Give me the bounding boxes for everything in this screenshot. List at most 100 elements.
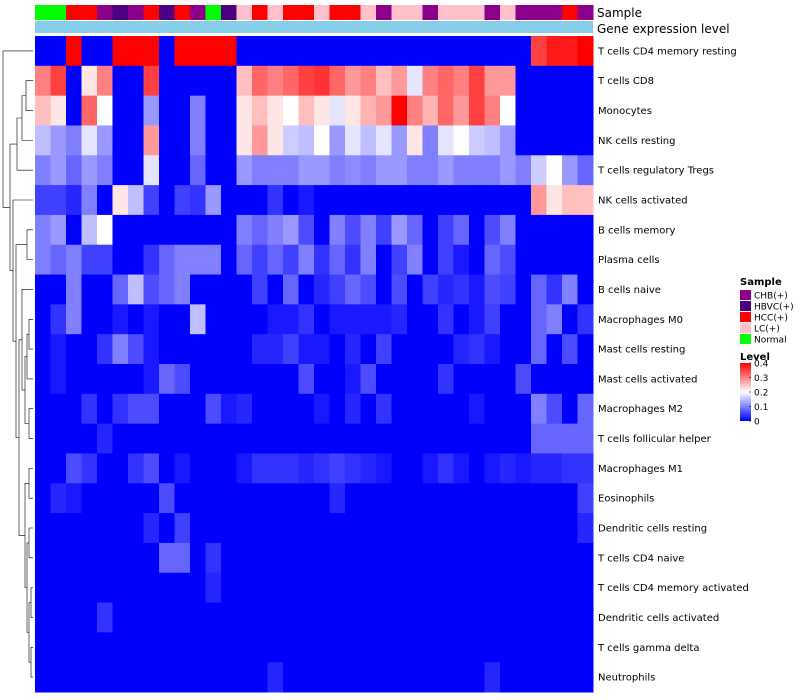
sample-annotation-cell bbox=[577, 5, 594, 20]
heatmap-cell bbox=[314, 572, 330, 604]
heatmap-cell bbox=[190, 662, 206, 693]
heatmap-cell bbox=[205, 65, 222, 97]
heatmap-cell bbox=[252, 95, 268, 126]
heatmap-cell bbox=[190, 572, 206, 604]
heatmap-cell bbox=[81, 155, 98, 186]
heatmap-cell bbox=[190, 155, 206, 186]
heatmap-cell bbox=[66, 155, 82, 186]
heatmap-cell bbox=[329, 364, 346, 395]
heatmap-cell bbox=[50, 483, 67, 514]
heatmap-cell bbox=[515, 65, 532, 97]
row-label: NK cells resting bbox=[598, 136, 675, 147]
heatmap-cell bbox=[112, 662, 129, 693]
heatmap-cell bbox=[329, 542, 346, 574]
heatmap-cell bbox=[391, 274, 408, 305]
heatmap-cell bbox=[205, 423, 222, 454]
heatmap-cell bbox=[360, 364, 377, 395]
heatmap-cell bbox=[360, 542, 377, 574]
heatmap-cell bbox=[453, 483, 470, 514]
heatmap-cell bbox=[391, 572, 408, 604]
heatmap-cell bbox=[577, 65, 594, 97]
heatmap-cell bbox=[407, 393, 423, 425]
heatmap-cell bbox=[345, 453, 361, 484]
heatmap-cell bbox=[531, 334, 547, 365]
heatmap-cell bbox=[298, 572, 315, 604]
heatmap-cell bbox=[283, 632, 299, 663]
heatmap-cell bbox=[205, 244, 222, 276]
heatmap-cell bbox=[391, 483, 408, 514]
heatmap-cell bbox=[112, 36, 129, 67]
heatmap-cell bbox=[562, 662, 578, 693]
heatmap-cell bbox=[283, 334, 299, 365]
heatmap-cell bbox=[283, 125, 299, 156]
heatmap-cell bbox=[66, 572, 82, 604]
heatmap-cell bbox=[469, 304, 485, 335]
heatmap-cell bbox=[81, 304, 98, 335]
heatmap-cell bbox=[345, 155, 361, 186]
heatmap-cell bbox=[546, 513, 563, 544]
heatmap-cell bbox=[531, 453, 547, 484]
sample-annotation-cell bbox=[360, 5, 377, 20]
heatmap-cell bbox=[360, 423, 377, 454]
sample-annotation-cell bbox=[159, 5, 175, 20]
heatmap-cell bbox=[484, 513, 501, 544]
heatmap-cell bbox=[190, 65, 206, 97]
heatmap-cell bbox=[469, 423, 485, 454]
heatmap-cell bbox=[267, 364, 284, 395]
heatmap-cell bbox=[267, 244, 284, 276]
heatmap-cell bbox=[469, 244, 485, 276]
heatmap-cell bbox=[453, 364, 470, 395]
heatmap-cell bbox=[236, 65, 253, 97]
dendrogram-branch bbox=[28, 468, 33, 499]
heatmap-cell bbox=[298, 334, 315, 365]
row-label: T cells CD4 naive bbox=[597, 553, 684, 564]
sample-annotation-cell bbox=[298, 5, 315, 20]
row-label: T cells gamma delta bbox=[597, 643, 699, 654]
sample-annotation-cell bbox=[531, 5, 547, 20]
heatmap-cell bbox=[515, 453, 532, 484]
heatmap-cell bbox=[546, 36, 563, 67]
heatmap-cell bbox=[267, 483, 284, 514]
heatmap-cell bbox=[159, 513, 175, 544]
heatmap-cell bbox=[453, 214, 470, 246]
heatmap-cell bbox=[283, 572, 299, 604]
heatmap-cell bbox=[252, 453, 268, 484]
heatmap-cell bbox=[577, 214, 594, 246]
heatmap-cell bbox=[391, 542, 408, 574]
heatmap-cell bbox=[143, 632, 160, 663]
heatmap-cell bbox=[190, 364, 206, 395]
heatmap-cell bbox=[236, 483, 253, 514]
heatmap-cell bbox=[252, 513, 268, 544]
heatmap-cell bbox=[159, 453, 175, 484]
heatmap-cell bbox=[453, 542, 470, 574]
heatmap-cell bbox=[360, 95, 377, 126]
heatmap-cell bbox=[112, 513, 129, 544]
heatmap-cell bbox=[329, 662, 346, 693]
heatmap-cell bbox=[469, 65, 485, 97]
heatmap-cell bbox=[484, 632, 501, 663]
heatmap-cell bbox=[562, 453, 578, 484]
heatmap-cell bbox=[407, 155, 423, 186]
heatmap-cell bbox=[314, 155, 330, 186]
row-label: T cells follicular helper bbox=[597, 434, 712, 445]
heatmap-cell bbox=[453, 662, 470, 693]
heatmap-cell bbox=[469, 572, 485, 604]
heatmap-cell bbox=[453, 513, 470, 544]
heatmap-cell bbox=[97, 423, 113, 454]
heatmap-cell bbox=[128, 185, 144, 216]
heatmap-cell bbox=[190, 185, 206, 216]
heatmap-cell bbox=[438, 244, 454, 276]
heatmap-cell bbox=[205, 125, 222, 156]
heatmap-cell bbox=[438, 36, 454, 67]
heatmap-cell bbox=[422, 423, 439, 454]
heatmap-cell bbox=[360, 513, 377, 544]
heatmap-cell bbox=[577, 274, 594, 305]
heatmap-cell bbox=[515, 602, 532, 633]
dendrogram-branch bbox=[28, 527, 33, 559]
heatmap-cell bbox=[50, 214, 67, 246]
heatmap-cell bbox=[484, 364, 501, 395]
heatmap-cell bbox=[407, 542, 423, 574]
heatmap-cell bbox=[267, 632, 284, 663]
heatmap-cell bbox=[112, 125, 129, 156]
heatmap-cell bbox=[376, 36, 392, 67]
